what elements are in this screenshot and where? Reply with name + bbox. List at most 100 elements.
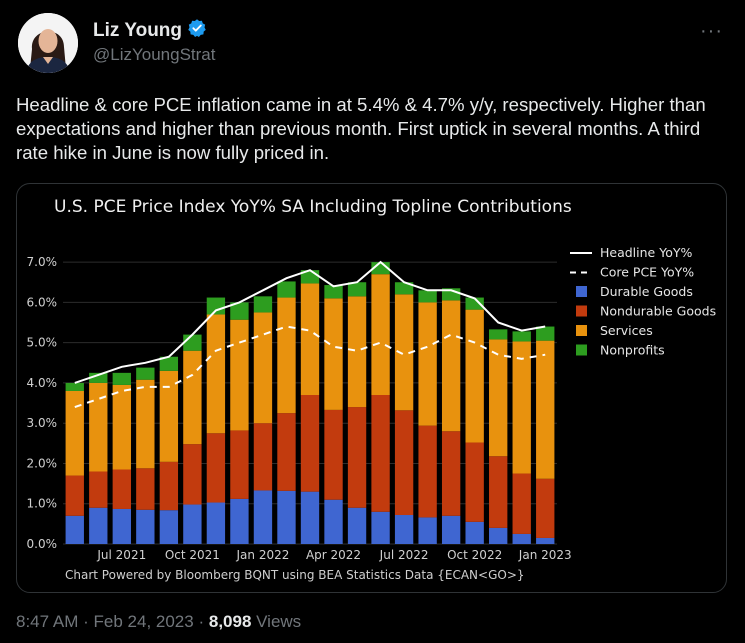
avatar[interactable]: [18, 13, 78, 73]
chart-card[interactable]: U.S. PCE Price Index YoY% SA Including T…: [16, 183, 727, 593]
more-options-icon[interactable]: ···: [700, 20, 723, 42]
bar-nonprofits: [277, 281, 296, 298]
bar-services: [536, 340, 555, 479]
bar-services: [89, 382, 108, 472]
bar-nonprofits: [324, 285, 343, 299]
bar-services: [441, 300, 461, 432]
bar-nonprofits: [230, 302, 249, 320]
legend-swatch-nonprofits: [576, 344, 587, 356]
bar-durable: [65, 515, 84, 544]
bar-services: [347, 296, 367, 408]
bar-nondurable: [489, 456, 508, 528]
bar-services: [136, 379, 155, 469]
bar-services: [112, 384, 131, 470]
bar-nondurable: [465, 442, 484, 522]
legend-swatch-nondurable: [576, 305, 587, 317]
meta-separator: ·: [198, 612, 205, 631]
x-tick-label: Oct 2022: [447, 548, 502, 562]
bar-nonprofits: [512, 331, 531, 342]
bar-nondurable: [441, 431, 461, 516]
bar-nonprofits: [206, 297, 226, 315]
x-tick-label: Apr 2022: [306, 548, 361, 562]
meta-separator: ·: [83, 612, 89, 631]
x-tick-label: Jul 2022: [379, 548, 429, 562]
x-tick-label: Jan 2023: [518, 548, 572, 562]
bar-services: [465, 309, 484, 443]
author-handle[interactable]: @LizYoungStrat: [93, 45, 216, 64]
bar-durable: [300, 491, 320, 544]
bar-nonprofits: [418, 290, 437, 303]
bar-nondurable: [536, 478, 555, 538]
bar-durable: [159, 510, 179, 544]
bar-services: [512, 341, 531, 474]
bar-durable: [136, 509, 155, 544]
bar-durable: [347, 507, 367, 544]
bar-nonprofits: [465, 297, 484, 310]
y-tick-label: 1.0%: [27, 497, 58, 511]
line-headline: [74, 260, 546, 384]
bar-durable: [536, 537, 555, 544]
views-count: 8,098: [208, 612, 252, 631]
tweet-date[interactable]: Feb 24, 2023: [93, 612, 194, 631]
bar-durable: [489, 527, 508, 544]
pce-chart: U.S. PCE Price Index YoY% SA Including T…: [27, 197, 717, 582]
legend-label-services: Services: [600, 323, 653, 338]
bar-nonprofits: [159, 356, 179, 371]
tweet-text-body: Headline & core PCE inflation came in at…: [16, 94, 706, 163]
tweet-text: Headline & core PCE inflation came in at…: [16, 93, 731, 165]
bar-nondurable: [394, 410, 414, 516]
line-core: [74, 325, 546, 409]
bar-nondurable: [418, 425, 437, 518]
x-tick-label: Jan 2022: [236, 548, 290, 562]
bar-nondurable: [277, 413, 296, 491]
bar-services: [183, 350, 202, 445]
bar-services: [230, 319, 249, 431]
bar-services: [418, 302, 437, 426]
bar-nondurable: [347, 407, 367, 508]
y-tick-label: 7.0%: [27, 255, 58, 269]
bar-services: [489, 339, 508, 457]
avatar-image: [18, 13, 78, 73]
bar-durable: [394, 515, 414, 544]
legend-label-nonprofits: Nonprofits: [600, 343, 665, 358]
bar-nonprofits: [489, 329, 508, 340]
author-name[interactable]: Liz Young: [93, 18, 207, 44]
bar-services: [253, 312, 273, 424]
legend-label-durable: Durable Goods: [600, 284, 693, 299]
bar-nondurable: [159, 461, 179, 511]
bar-durable: [441, 515, 461, 544]
bar-services: [277, 297, 296, 414]
y-tick-label: 0.0%: [27, 537, 58, 551]
bar-services: [300, 283, 320, 395]
tweet-time[interactable]: 8:47 AM: [16, 612, 79, 631]
bar-nonprofits: [89, 372, 108, 383]
legend-label-headline: Headline YoY%: [600, 245, 692, 260]
x-tick-label: Jul 2021: [96, 548, 146, 562]
bar-services: [65, 390, 84, 476]
legend-label-nondurable: Nondurable Goods: [600, 304, 716, 319]
bar-durable: [371, 511, 390, 544]
bar-nondurable: [183, 444, 202, 505]
bar-durable: [324, 499, 343, 544]
y-tick-label: 2.0%: [27, 456, 58, 470]
author-name-text[interactable]: Liz Young: [93, 20, 183, 41]
bar-nonprofits: [136, 367, 155, 380]
verified-badge-icon: [187, 18, 207, 44]
bar-nondurable: [371, 395, 390, 512]
bar-durable: [465, 521, 484, 544]
bar-nonprofits: [65, 382, 84, 391]
bar-nondurable: [300, 395, 320, 492]
bar-nonprofits: [183, 334, 202, 351]
bar-durable: [512, 533, 531, 544]
bar-nondurable: [206, 433, 226, 503]
bar-nonprofits: [394, 282, 414, 295]
y-tick-label: 6.0%: [27, 295, 58, 309]
legend-label-core: Core PCE YoY%: [600, 265, 694, 280]
x-tick-label: Oct 2021: [165, 548, 220, 562]
chart-title: U.S. PCE Price Index YoY% SA Including T…: [54, 197, 572, 217]
tweet-meta: 8:47 AM · Feb 24, 2023 · 8,098 Views: [16, 612, 301, 632]
bar-nondurable: [112, 469, 131, 509]
y-tick-label: 3.0%: [27, 416, 58, 430]
bar-nondurable: [65, 475, 84, 516]
bar-nonprofits: [112, 372, 131, 385]
